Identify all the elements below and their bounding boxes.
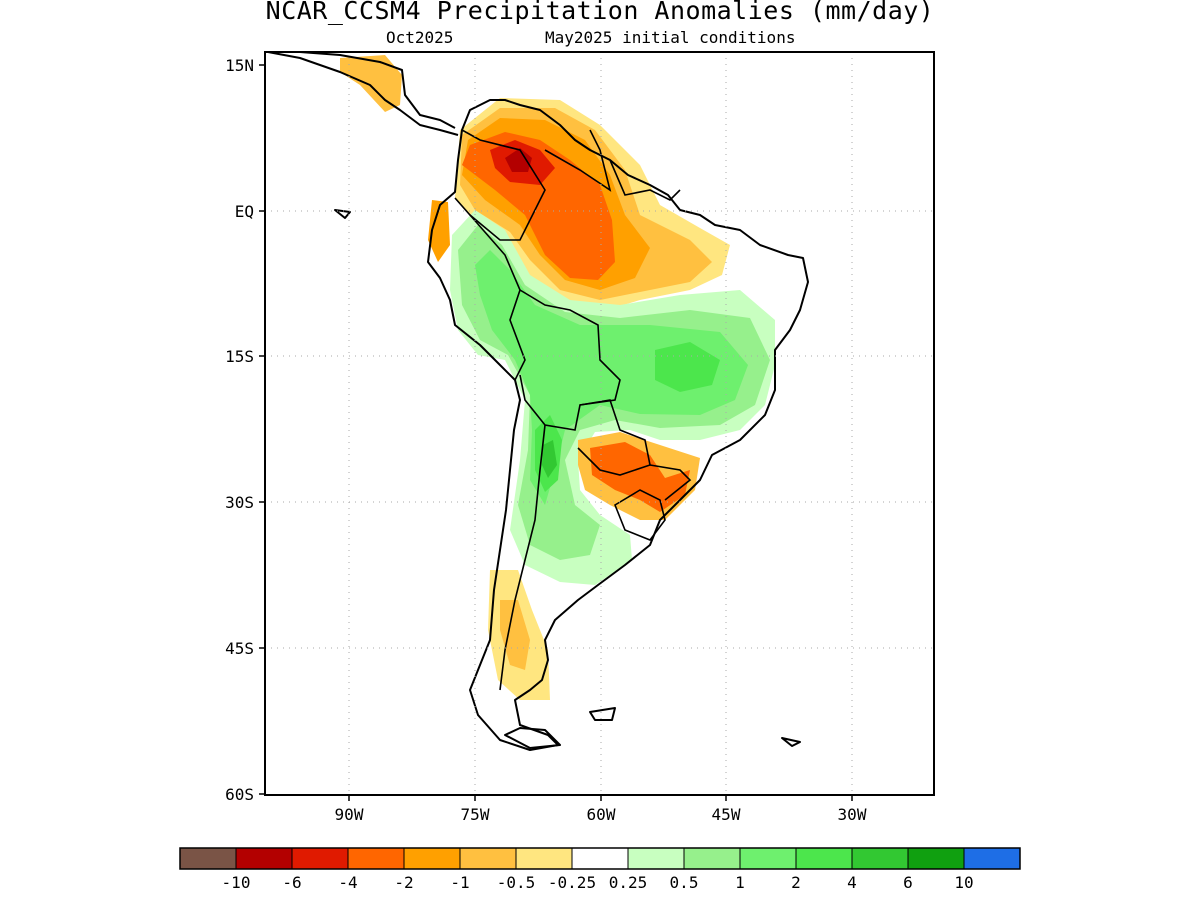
lat-label-15s: 15S (225, 347, 254, 366)
colorbar-swatch (347, 847, 405, 870)
uruguay-border (614, 489, 666, 541)
colorbar-swatch (179, 847, 237, 870)
anomaly-wet-brazil-core (655, 342, 720, 392)
tierra-del-fuego (504, 727, 561, 749)
map-frame (264, 51, 935, 796)
colombia-border (454, 129, 546, 241)
colorbar-tick-label: -1 (450, 873, 469, 892)
colorbar-tick-label: 2 (791, 873, 801, 892)
coastlines (267, 52, 809, 751)
longitude-labels: 90W 75W 60W 45W 30W (335, 805, 867, 824)
argentina-border (499, 424, 546, 691)
galapagos (334, 209, 351, 219)
anomaly-dry-north-peak (505, 148, 532, 172)
lat-label-15n: 15N (225, 56, 254, 75)
colorbar-swatch (963, 847, 1021, 870)
anomaly-central-america (340, 55, 402, 112)
lat-label-eq: EQ (235, 202, 254, 221)
anomaly-wet-chaco-peak (542, 440, 557, 478)
lon-label-45w: 45W (712, 805, 741, 824)
country-borders (454, 129, 692, 691)
colorbar-swatch (907, 847, 965, 870)
valid-month: Oct2025 (386, 28, 454, 47)
colorbar-swatch (571, 847, 629, 870)
initial-conditions: May2025 initial conditions (545, 28, 796, 47)
lon-label-60w: 60W (587, 805, 616, 824)
colorbar-tick-label: 0.25 (609, 873, 648, 892)
colorbar-tick-label: 6 (903, 873, 913, 892)
colorbar-tick-label: 4 (847, 873, 857, 892)
latitude-labels: 15N EQ 15S 30S 45S 60S (225, 56, 254, 804)
paraguay-border (577, 399, 651, 476)
colorbar-frame (179, 847, 1021, 870)
colorbar-labels: -10 -6 -4 -2 -1 -0.5 -0.25 0.25 0.5 1 2 4 6 10 (222, 873, 974, 892)
axis-ticks (259, 64, 853, 801)
colorbar-tick-label: -10 (222, 873, 251, 892)
colorbar-tick-label: -0.5 (497, 873, 536, 892)
lat-label-60s: 60S (225, 785, 254, 804)
peru-border (469, 214, 526, 381)
colorbar-swatch (235, 847, 293, 870)
lon-label-30w: 30W (838, 805, 867, 824)
colorbar-tick-label: 10 (954, 873, 973, 892)
colorbar-tick-label: 1 (735, 873, 745, 892)
anomaly-patagonia-core (500, 600, 530, 670)
lat-label-30s: 30S (225, 493, 254, 512)
colorbar-swatch (683, 847, 741, 870)
bolivia-border (519, 289, 621, 431)
colorbar-swatch (291, 847, 349, 870)
lon-label-90w: 90W (335, 805, 364, 824)
south-georgia (781, 737, 801, 747)
colorbar-swatch (739, 847, 797, 870)
colorbar-tick-label: -2 (394, 873, 413, 892)
anomaly-ecuador (428, 200, 450, 262)
south-america-coastline (427, 99, 809, 751)
colorbar-swatch (459, 847, 517, 870)
colorbar-tick-label: 0.5 (670, 873, 699, 892)
guianas-border (609, 159, 681, 201)
map-title: NCAR_CCSM4 Precipitation Anomalies (mm/d… (265, 0, 935, 25)
colorbar-tick-label: -6 (282, 873, 301, 892)
venezuela-border (544, 129, 612, 192)
lon-label-75w: 75W (461, 805, 490, 824)
colorbar-swatch (515, 847, 573, 870)
colorbar-tick-label: -0.25 (548, 873, 596, 892)
colorbar-swatch (851, 847, 909, 870)
colorbar-swatch (403, 847, 461, 870)
falkland-islands (589, 707, 616, 721)
central-america-coastline (267, 52, 459, 136)
colorbar-swatch (627, 847, 685, 870)
colorbar-tick-label: -4 (338, 873, 357, 892)
colorbar-swatch (795, 847, 853, 870)
lat-label-45s: 45S (225, 639, 254, 658)
brazil-south-border (649, 464, 692, 501)
colorbar (179, 847, 1021, 870)
anomaly-fields (340, 55, 775, 700)
anomaly-dry-southeast-core (590, 442, 690, 512)
